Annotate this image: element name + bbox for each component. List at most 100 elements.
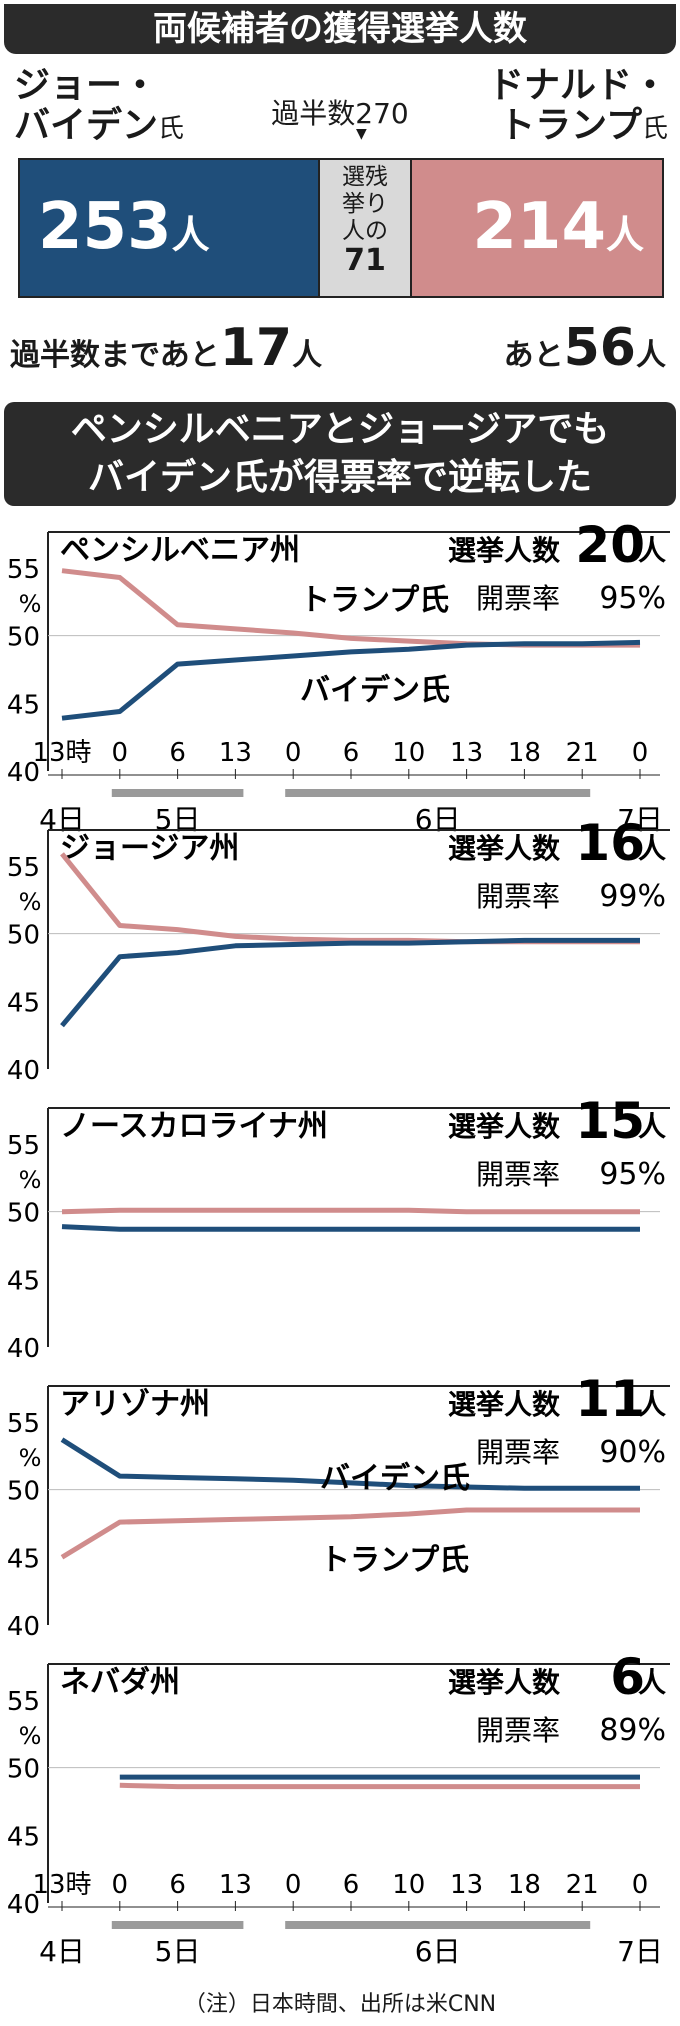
trump-needed-prefix: あと [503,338,564,373]
chart-4-xtick-10: 0 [632,1870,649,1900]
chart-4-electors-value: 6 [610,1648,645,1706]
chart-4-xtick-9: 21 [566,1870,599,1900]
chart-0-xtick-1: 0 [112,738,129,768]
chart-0-electors-label: 選挙人数 [448,534,561,567]
chart-4-counted-label: 開票率 [476,1714,560,1747]
chart-3-electors-value: 11 [575,1370,645,1428]
chart-2-ytick-45: 45 [7,1266,40,1296]
chart-0-xtick-4: 0 [285,738,302,768]
chart-1-counted-value: 99% [599,879,666,914]
chart-0-xtick-5: 6 [343,738,360,768]
majority-marker-icon: ▼ [356,126,367,142]
chart-1-series-1 [60,937,640,1028]
majority-label: 過半数270 [271,97,409,130]
biden-name-text: ジョー・ バイデン [14,65,159,146]
chart-4-xtick-4: 0 [285,1870,302,1900]
remaining-box: 選残 挙り 人の 71 [318,158,412,298]
chart-4-ytick-55: 55 [7,1687,40,1717]
chart-4-xtick-6: 10 [392,1870,425,1900]
chart-0-ytick-55: 55 [7,555,40,585]
chart-0-label-trump: トランプ氏 [300,583,449,618]
chart-0-xtick-0: 13時 [32,738,91,768]
chart-4-xtick-2: 6 [169,1870,186,1900]
chart-4-electors-label: 選挙人数 [448,1666,561,1699]
chart-3-ytick-40: 40 [7,1612,40,1642]
chart-0-xtick-7: 13 [450,738,483,768]
trump-honorific: 氏 [641,114,668,144]
biden-votes-value: 253 [38,190,172,264]
chart-1-ytick-40: 40 [7,1056,40,1086]
chart-4-xtick-1: 0 [112,1870,129,1900]
chart-2-ytick-50: 50 [7,1199,40,1229]
biden-needed-unit: 人 [292,338,323,373]
chart-3-series-1 [60,1507,640,1560]
chart-1-electors-label: 選挙人数 [448,832,561,865]
chart-3-counted-label: 開票率 [476,1436,560,1469]
chart-2-electors-value: 15 [575,1092,645,1150]
chart-3-label-biden: バイデン氏 [320,1461,470,1496]
chart-3-y-unit: % [19,1444,42,1472]
chart-2-series-0 [61,1207,640,1215]
remaining-value: 71 [344,243,386,278]
chart-2-series-1 [61,1224,640,1232]
trump-needed-value: 56 [563,318,636,378]
chart-2-title: ノースカロライナ州 [60,1109,328,1144]
chart-4-series-1 [119,1782,640,1790]
headline-line1: ペンシルベニアとジョージアでも [70,409,610,450]
chart-0-xtick-3: 13 [219,738,252,768]
chart-0-electors-unit: 人 [638,534,666,567]
chart-4-xtick-8: 18 [508,1870,541,1900]
headline-line2: バイデン氏が得票率で逆転した [87,457,592,498]
chart-0-day6-bar [285,789,591,797]
biden-honorific: 氏 [158,114,185,144]
trump-name: ドナルド・ トランプ氏 [488,66,668,149]
biden-needed-prefix: 過半数まであと [10,338,220,373]
chart-1-counted-label: 開票率 [476,880,560,913]
chart-0-title: ペンシルベニア州 [60,533,300,568]
chart-3-title: アリゾナ州 [60,1387,210,1422]
chart-4-xtick-3: 13 [219,1870,252,1900]
chart-2-counted-value: 95% [599,1157,666,1192]
chart-3-ytick-50: 50 [7,1477,40,1507]
trump-bar: 214人 [410,158,664,298]
chart-4-day-3: 7日 [617,1935,663,1968]
biden-votes-unit: 人 [171,213,210,257]
chart-4-ytick-50: 50 [7,1755,40,1785]
biden-needed-value: 17 [219,318,293,378]
chart-3-counted-value: 90% [599,1435,666,1470]
chart-4-day6-bar [285,1921,591,1929]
chart-1-electors-value: 16 [575,814,645,872]
remaining-label: 選残 挙り 人の [342,164,388,244]
chart-4-electors-unit: 人 [638,1666,666,1699]
chart-3-ytick-55: 55 [7,1409,40,1439]
page-title: 両候補者の獲得選挙人数 [4,4,676,54]
chart-4-title: ネバダ州 [60,1665,180,1700]
chart-0-series-1 [61,639,641,721]
chart-2-ytick-55: 55 [7,1131,40,1161]
chart-0-ytick-40: 40 [7,758,40,788]
chart-3-electors-label: 選挙人数 [448,1388,561,1421]
chart-0-xtick-9: 21 [566,738,599,768]
chart-1-ytick-45: 45 [7,988,40,1018]
trump-needed-unit: 人 [636,338,666,373]
chart-0-xtick-10: 0 [632,738,649,768]
biden-votes: 253人 [38,190,210,264]
biden-bar: 253人 [18,158,320,298]
biden-name: ジョー・ バイデン氏 [14,66,184,149]
chart-4-xtick-0: 13時 [32,1870,91,1900]
chart-0-day5-bar [111,789,244,797]
chart-0-counted-value: 95% [599,581,666,616]
headline-banner: ペンシルベニアとジョージアでも バイデン氏が得票率で逆転した [4,402,676,506]
footnote: （注）日本時間、出所は米CNN [183,1992,497,2017]
chart-4-day-2: 6日 [415,1935,461,1968]
chart-3-series-0 [60,1437,640,1491]
trump-votes: 214人 [472,190,644,264]
chart-0-ytick-50: 50 [7,623,40,653]
chart-4-y-unit: % [19,1722,42,1750]
chart-3-label-trump: トランプ氏 [320,1543,469,1578]
chart-3-ytick-45: 45 [7,1544,40,1574]
chart-0-electors-value: 20 [575,516,645,574]
chart-0-y-unit: % [19,590,42,618]
chart-1-y-unit: % [19,888,42,916]
